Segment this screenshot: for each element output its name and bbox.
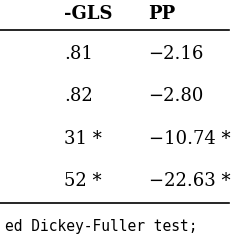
Text: −2.16: −2.16 bbox=[149, 45, 204, 63]
Text: −2.80: −2.80 bbox=[149, 87, 204, 105]
Text: 31 *: 31 * bbox=[64, 130, 102, 148]
Text: PP: PP bbox=[149, 5, 176, 23]
Text: 52 *: 52 * bbox=[64, 172, 102, 190]
Text: ed Dickey-Fuller test;: ed Dickey-Fuller test; bbox=[5, 219, 197, 234]
Text: -GLS: -GLS bbox=[64, 5, 112, 23]
Text: −22.63 *: −22.63 * bbox=[149, 172, 230, 190]
Text: .81: .81 bbox=[64, 45, 93, 63]
Text: −10.74 *: −10.74 * bbox=[149, 130, 230, 148]
Text: .82: .82 bbox=[64, 87, 93, 105]
